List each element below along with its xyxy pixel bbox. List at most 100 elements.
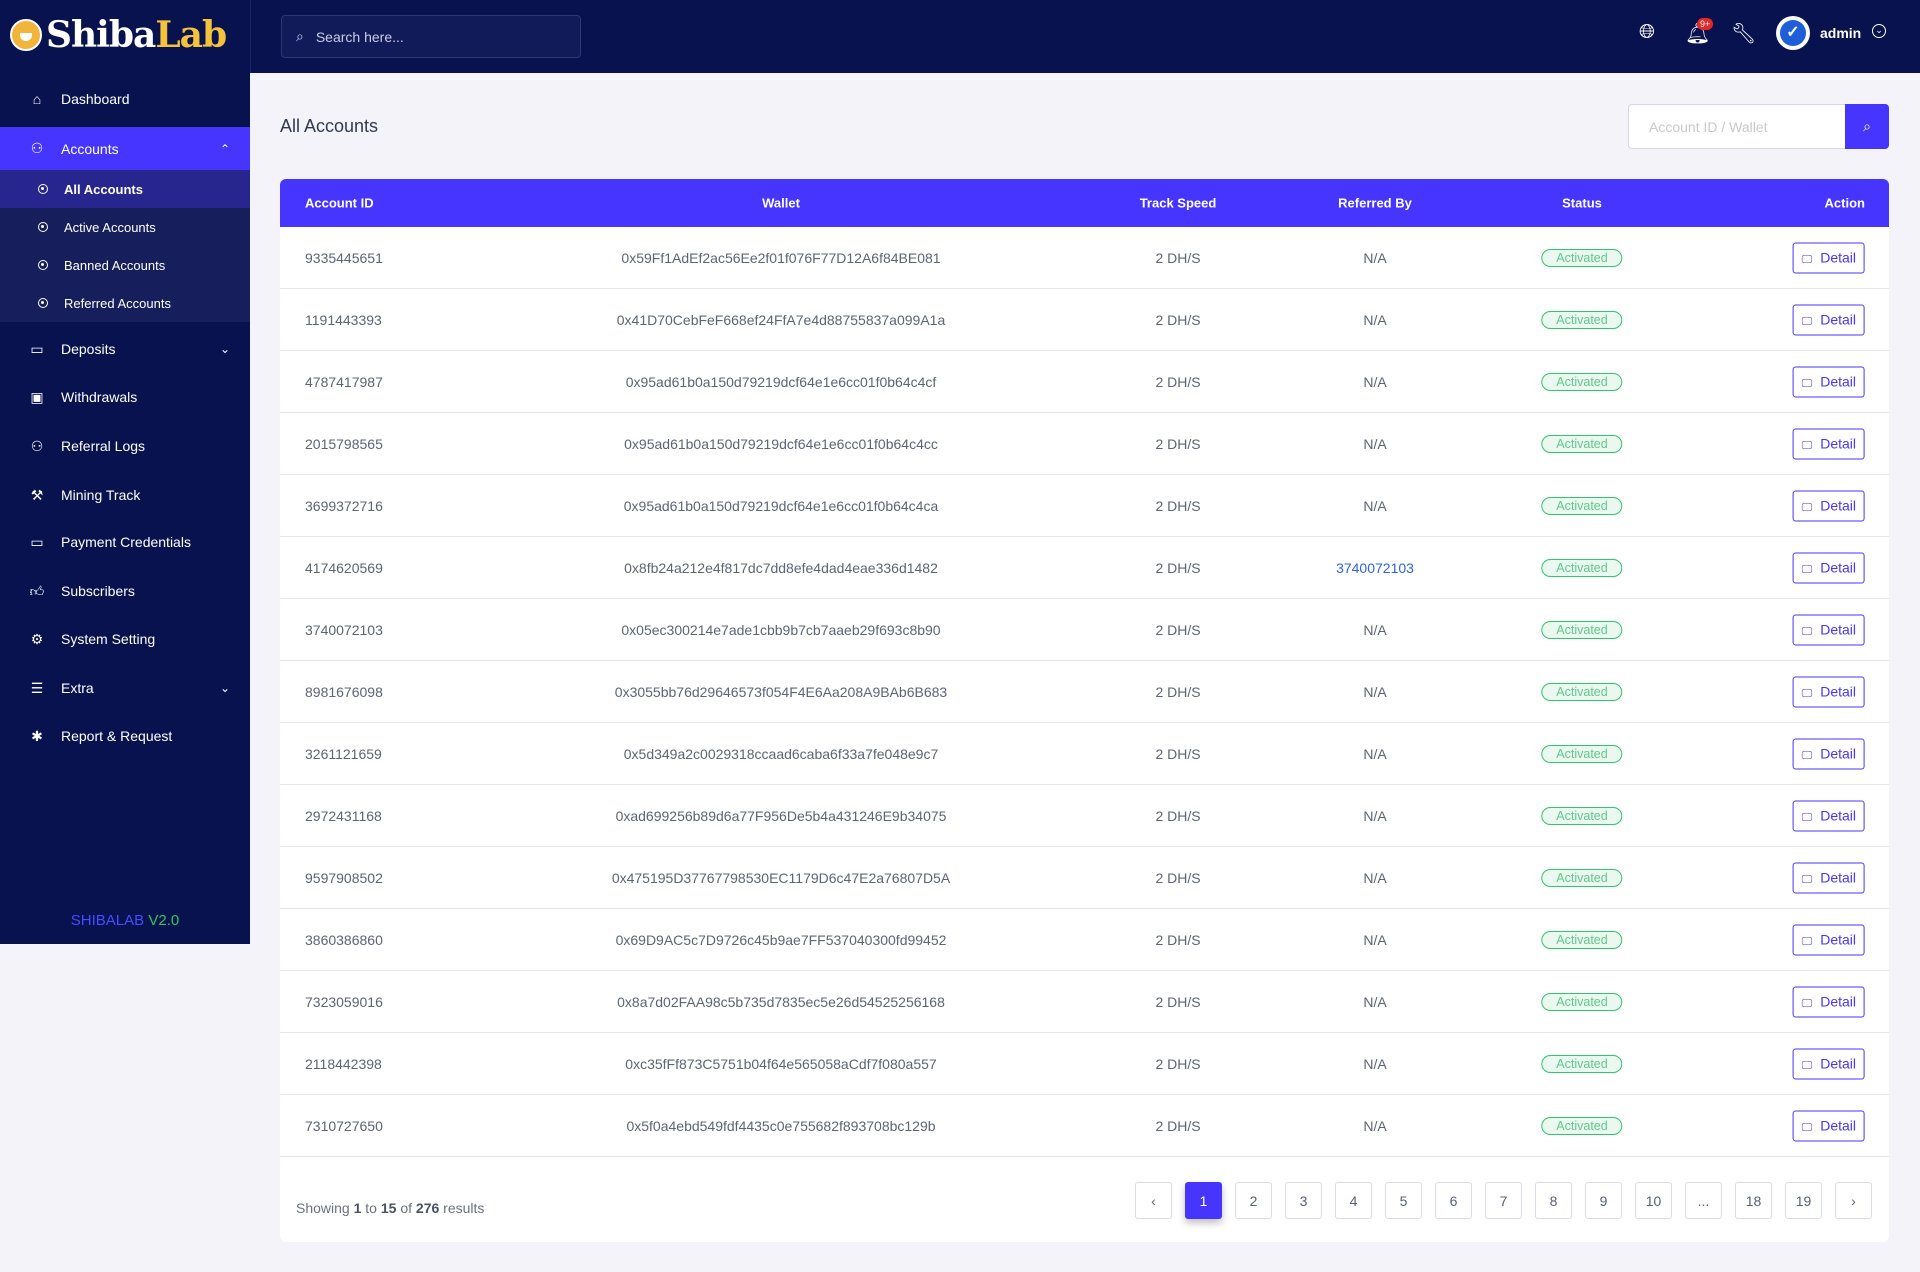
wrench-icon[interactable]: 🔧︎ [1731, 23, 1757, 45]
referred-by: N/A [1363, 373, 1387, 390]
detail-button[interactable]: 🖵︎ Detail [1792, 490, 1865, 521]
detail-button[interactable]: 🖵︎ Detail [1792, 676, 1865, 707]
detail-button[interactable]: 🖵︎ Detail [1792, 738, 1865, 769]
wallet: 0x3055bb76d29646573f054F4E6Aa208A9BAb6B6… [614, 683, 948, 700]
version-label: SHIBALAB V2.0 [0, 912, 250, 929]
users-icon: ⚇ [30, 140, 44, 156]
sidebar-item-system-setting[interactable]: ⚙ System Setting [0, 615, 250, 663]
detail-button[interactable]: 🖵︎ Detail [1792, 986, 1865, 1017]
track-speed: 2 DH/S [1155, 931, 1201, 948]
account-id: 2118442398 [305, 1055, 382, 1072]
monitor-icon: 🖵︎ [1801, 749, 1813, 761]
subitem-label: Banned Accounts [64, 257, 166, 273]
account-search-input[interactable] [1628, 104, 1845, 149]
sidebar-item-payment-credentials[interactable]: ▭ Payment Credentials [0, 518, 250, 566]
sidebar-item-subscribers[interactable]: 👍︎ Subscribers [0, 567, 250, 615]
detail-label: Detail [1820, 435, 1856, 451]
track-speed: 2 DH/S [1155, 497, 1201, 514]
page-button[interactable]: 3 [1285, 1182, 1322, 1219]
sidebar-item-accounts[interactable]: ⚇ Accounts ⌃ [0, 127, 250, 170]
money-icon: ▣ [30, 388, 44, 405]
sidebar-subitem-active-accounts[interactable]: Active Accounts [0, 208, 250, 246]
sidebar-item-mining-track[interactable]: ⚒ Mining Track [0, 471, 250, 519]
monitor-icon: 🖵︎ [1801, 501, 1813, 513]
page-button[interactable]: 5 [1385, 1182, 1422, 1219]
chevron-down-icon[interactable]: ⌄ [1872, 24, 1886, 38]
search-icon: ⌕ [296, 28, 304, 44]
detail-button[interactable]: 🖵︎ Detail [1792, 366, 1865, 397]
table-header: Account ID Wallet Track Speed Referred B… [280, 179, 1889, 227]
account-search-button[interactable]: ⌕ [1845, 104, 1889, 149]
wallet: 0x05ec300214e7ade1cbb9b7cb7aaeb29f693c8b… [621, 621, 941, 638]
sidebar-item-dashboard[interactable]: ⌂ Dashboard [0, 75, 250, 123]
logo[interactable]: Shiba Lab [10, 14, 227, 56]
detail-button[interactable]: 🖵︎ Detail [1792, 1110, 1865, 1141]
detail-button[interactable]: 🖵︎ Detail [1792, 304, 1865, 335]
page-button[interactable]: 9 [1585, 1182, 1622, 1219]
status-badge: Activated [1541, 1054, 1623, 1073]
of-label: of [400, 1200, 413, 1216]
page-button[interactable]: 10 [1635, 1182, 1672, 1219]
sidebar-item-extra[interactable]: ☰ Extra ⌄ [0, 664, 250, 712]
track-speed: 2 DH/S [1155, 373, 1201, 390]
referred-by: N/A [1363, 497, 1387, 514]
monitor-icon: 🖵︎ [1801, 439, 1813, 451]
detail-button[interactable]: 🖵︎ Detail [1792, 428, 1865, 459]
page-button[interactable]: 6 [1435, 1182, 1472, 1219]
detail-button[interactable]: 🖵︎ Detail [1792, 1048, 1865, 1079]
sidebar-subitem-referred-accounts[interactable]: Referred Accounts [0, 284, 250, 322]
monitor-icon: 🖵︎ [1801, 625, 1813, 637]
status-badge: Activated [1541, 558, 1623, 577]
referred-by: N/A [1363, 807, 1387, 824]
page-button[interactable]: 4 [1335, 1182, 1372, 1219]
wallet: 0x8a7d02FAA98c5b735d7835ec5e26d545252561… [617, 993, 945, 1010]
user-name[interactable]: admin [1820, 25, 1862, 41]
detail-label: Detail [1820, 807, 1856, 823]
account-id: 3699372716 [305, 497, 383, 514]
sidebar-item-withdrawals[interactable]: ▣ Withdrawals [0, 373, 250, 421]
next-page-button[interactable]: › [1835, 1182, 1872, 1219]
global-search-input[interactable]: ⌕ Search here... [281, 15, 581, 58]
sidebar-subitem-banned-accounts[interactable]: Banned Accounts [0, 246, 250, 284]
prev-page-button[interactable]: ‹ [1135, 1182, 1172, 1219]
account-id: 4174620569 [305, 559, 383, 576]
page-button[interactable]: 2 [1235, 1182, 1272, 1219]
sidebar-item-label: System Setting [61, 631, 156, 647]
detail-button[interactable]: 🖵︎ Detail [1792, 614, 1865, 645]
detail-button[interactable]: 🖵︎ Detail [1792, 552, 1865, 583]
sidebar-subitem-all-accounts[interactable]: All Accounts [0, 170, 250, 208]
detail-button[interactable]: 🖵︎ Detail [1792, 862, 1865, 893]
account-id: 7323059016 [305, 993, 383, 1010]
account-id: 7310727650 [305, 1117, 383, 1134]
account-id: 3261121659 [305, 745, 382, 762]
table-row: 7310727650 0x5f0a4ebd549fdf4435c0e755682… [280, 1095, 1889, 1157]
detail-label: Detail [1820, 993, 1856, 1009]
page-button[interactable]: 18 [1735, 1182, 1772, 1219]
avatar[interactable]: ✓ [1776, 16, 1810, 50]
status-badge: Activated [1541, 248, 1623, 267]
page-button[interactable]: 7 [1485, 1182, 1522, 1219]
sidebar-item-referral-logs[interactable]: ⚇ Referral Logs [0, 422, 250, 470]
detail-button[interactable]: 🖵︎ Detail [1792, 242, 1865, 273]
referred-by: N/A [1363, 745, 1387, 762]
detail-button[interactable]: 🖵︎ Detail [1792, 800, 1865, 831]
accounts-table: Account ID Wallet Track Speed Referred B… [280, 179, 1889, 1242]
shiba-logo-icon [10, 19, 42, 51]
to: 15 [380, 1200, 397, 1216]
track-speed: 2 DH/S [1155, 869, 1201, 886]
subitem-label: Active Accounts [64, 219, 156, 235]
sidebar-item-label: Mining Track [61, 487, 141, 503]
page-button[interactable]: 1 [1185, 1182, 1222, 1219]
sidebar-item-label: Subscribers [61, 583, 135, 599]
detail-button[interactable]: 🖵︎ Detail [1792, 924, 1865, 955]
detail-label: Detail [1820, 683, 1856, 699]
sidebar-item-report-request[interactable]: ✱ Report & Request [0, 712, 250, 760]
table-row: 7323059016 0x8a7d02FAA98c5b735d7835ec5e2… [280, 971, 1889, 1033]
circle-dot-icon [38, 260, 48, 270]
referred-by[interactable]: 3740072103 [1336, 559, 1414, 576]
page-button[interactable]: 19 [1785, 1182, 1822, 1219]
globe-icon[interactable]: 🌐︎ [1639, 21, 1655, 43]
page-button[interactable]: 8 [1535, 1182, 1572, 1219]
sidebar-item-deposits[interactable]: ▭ Deposits ⌄ [0, 325, 250, 373]
bell-icon[interactable]: 🔔︎ 9+ [1685, 18, 1714, 46]
